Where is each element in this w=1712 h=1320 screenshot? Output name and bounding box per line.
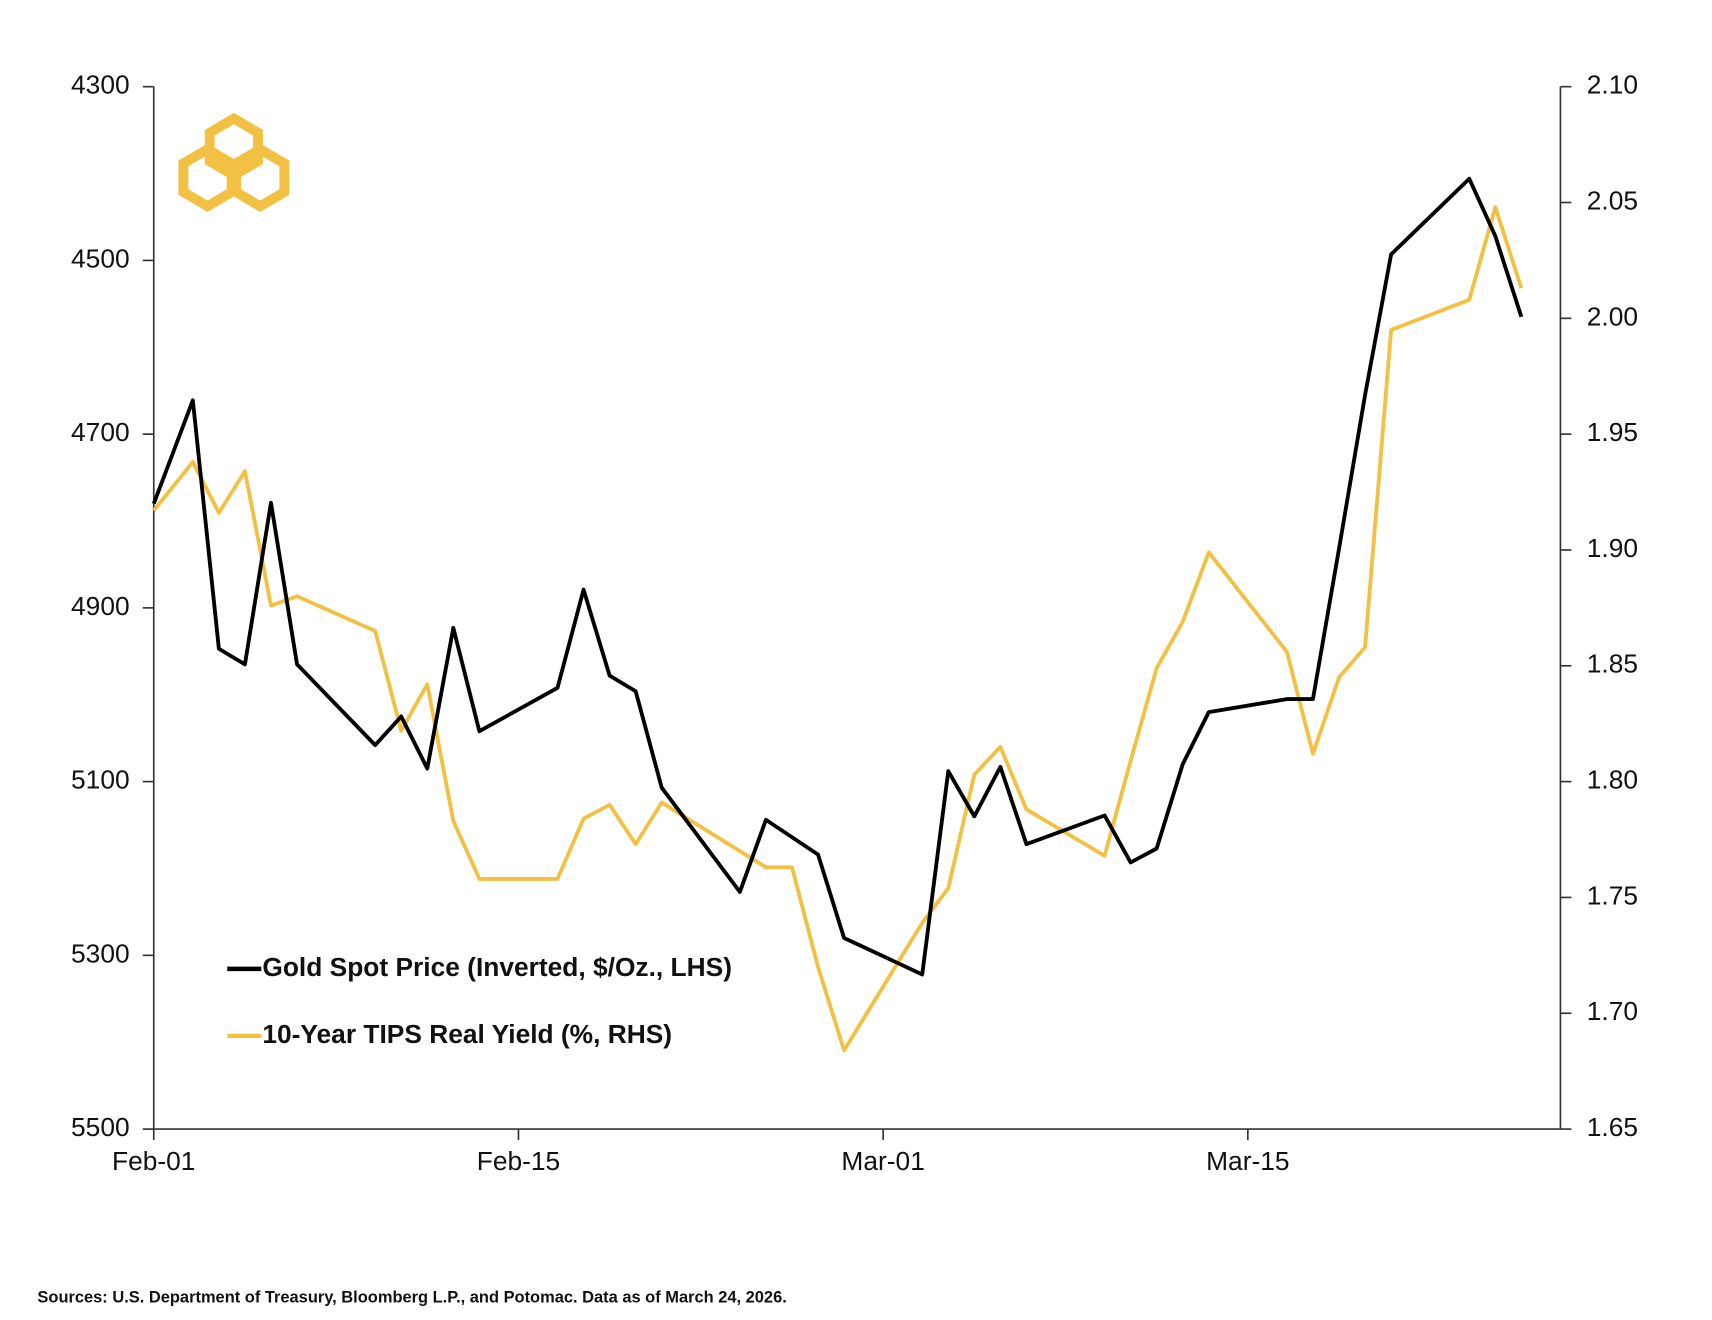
y2-tick-label: 2.05	[1587, 185, 1638, 215]
x-tick-label: Feb-15	[477, 1146, 560, 1176]
y2-tick-label: 1.80	[1587, 765, 1638, 795]
y2-tick-label: 1.95	[1587, 417, 1638, 447]
y-tick-label: 4300	[71, 70, 130, 100]
y2-tick-label: 1.75	[1587, 880, 1638, 910]
y-tick-label: 5500	[71, 1112, 130, 1142]
series-line	[152, 205, 1524, 1053]
y2-tick-label: 1.85	[1587, 649, 1638, 679]
y2-tick-label: 2.00	[1587, 301, 1638, 331]
y2-tick-label: 2.10	[1587, 70, 1638, 100]
x-tick-label: Feb-01	[112, 1146, 195, 1176]
y-tick-label: 5100	[71, 765, 130, 795]
y-tick-label: 4500	[71, 243, 130, 273]
logo	[178, 112, 290, 213]
y-tick-label: 5300	[71, 938, 130, 968]
legend-label: Gold Spot Price (Inverted, $/Oz., LHS)	[262, 952, 732, 982]
x-tick-label: Mar-01	[841, 1146, 924, 1176]
source-note: Sources: U.S. Department of Treasury, Bl…	[37, 1288, 786, 1306]
y2-tick-label: 1.70	[1587, 996, 1638, 1026]
series-line	[151, 176, 1524, 977]
x-tick-label: Mar-15	[1206, 1146, 1289, 1176]
y-tick-label: 4700	[71, 417, 130, 447]
legend-label: 10-Year TIPS Real Yield (%, RHS)	[262, 1019, 672, 1049]
y2-tick-label: 1.65	[1587, 1112, 1638, 1142]
y-tick-label: 4900	[71, 591, 130, 621]
y2-tick-label: 1.90	[1587, 533, 1638, 563]
